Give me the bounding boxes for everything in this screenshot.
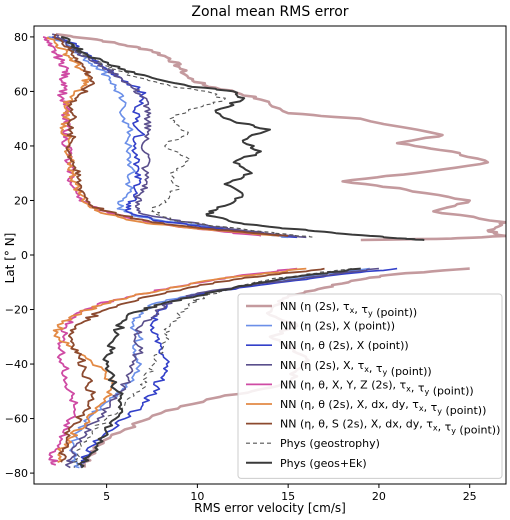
- legend-label: NN (η, θ (2s), X, dx, dy, τx, τy (point)…: [280, 398, 486, 417]
- x-tick-label: 20: [372, 490, 386, 503]
- x-tick-label: 10: [190, 490, 204, 503]
- series-line-5-north: [42, 36, 262, 237]
- legend-label: Phys (geostrophy): [280, 437, 380, 450]
- series-line-6-north: [46, 36, 280, 237]
- series-line-8-north: [60, 36, 316, 238]
- y-axis-label: Lat [° N]: [3, 233, 17, 284]
- y-tick-label: 20: [14, 194, 28, 207]
- series-line-7-north: [53, 33, 289, 237]
- x-tick-label: 15: [281, 490, 295, 503]
- axis-ticks: 5 10 15 20 25 −80 −60 −40 −20 0 20 40 60 80: [5, 31, 477, 503]
- legend-label: NN (η (2s), τx, τy (point)): [280, 300, 417, 319]
- series-line-1-north: [55, 32, 506, 242]
- y-tick-label: −60: [5, 413, 28, 426]
- legend-label: NN (η, θ, X, Y, Z (2s), τx, τy (point)): [280, 378, 474, 397]
- legend-label: NN (η, θ (2s), X (point)): [280, 339, 409, 352]
- legend: NN (η (2s), τx, τy (point))NN (η (2s), X…: [237, 293, 503, 479]
- series-line-9-north: [60, 35, 425, 241]
- legend-label: NN (η (2s), X (point)): [280, 320, 395, 333]
- y-tick-label: 60: [14, 85, 28, 98]
- x-tick-label: 25: [463, 490, 477, 503]
- chart-title: Zonal mean RMS error: [191, 4, 348, 20]
- y-tick-label: −40: [5, 358, 28, 371]
- y-tick-label: −20: [5, 304, 28, 317]
- y-tick-label: 0: [21, 249, 28, 262]
- x-tick-label: 5: [103, 490, 110, 503]
- y-tick-label: 80: [14, 31, 28, 44]
- legend-label: NN (η, θ, S (2s), X, dx, dy, τx, τy (poi…: [280, 418, 500, 437]
- x-axis-label: RMS error velocity [cm/s]: [194, 501, 346, 515]
- legend-label: NN (η (2s), X, τx, τy (point)): [280, 359, 432, 378]
- series-line-6-south: [52, 267, 307, 464]
- series-line-9-south: [78, 267, 361, 469]
- legend-label: Phys (geos+Ek): [280, 457, 367, 470]
- plot-area: [33, 25, 507, 485]
- legend-box: [237, 293, 503, 479]
- y-tick-label: 40: [14, 140, 28, 153]
- series-line-7-south: [58, 267, 325, 463]
- y-tick-label: −80: [5, 467, 28, 480]
